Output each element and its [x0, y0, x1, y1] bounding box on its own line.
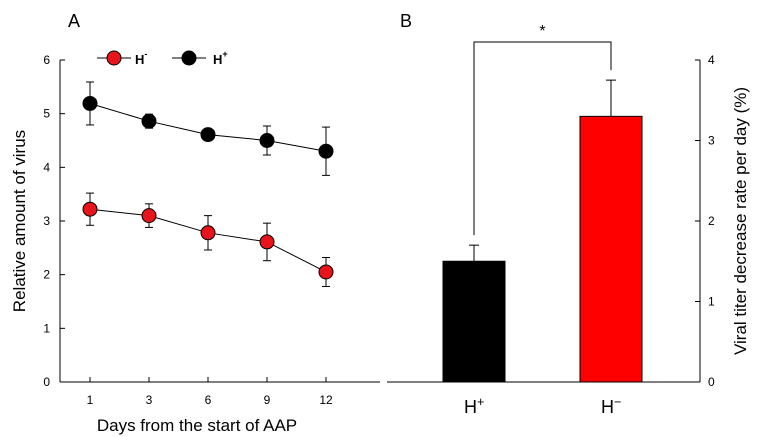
- data-point: [318, 143, 334, 159]
- panel-b-bar-chart: 0 1 2 3 4 H+ H− * Viral titer decrease rate p…: [387, 23, 750, 417]
- panel-a-x-axis-title: Days from the start of AAP: [97, 416, 297, 435]
- y-tick-label: 2: [43, 268, 50, 282]
- data-point: [200, 127, 216, 143]
- x-tick-label: 12: [319, 393, 333, 407]
- category-label: H−: [601, 395, 621, 417]
- y-tick-label: 1: [43, 321, 50, 335]
- y-tick-label: 4: [43, 160, 50, 174]
- data-point: [318, 264, 334, 280]
- panel-b-y-ticks: 0 1 2 3 4: [695, 53, 715, 389]
- panel-b-label: B: [400, 11, 412, 31]
- category-label: H+: [464, 395, 484, 417]
- bracket-line: [473, 41, 612, 236]
- panel-a-y-axis-title: Relative amount of virus: [10, 130, 29, 312]
- data-point: [141, 208, 157, 224]
- y-tick-label: 3: [708, 134, 715, 148]
- panel-a-series: [82, 81, 334, 287]
- data-point: [259, 133, 275, 148]
- series-1: [82, 81, 334, 176]
- bar: [579, 115, 643, 383]
- panel-a-y-ticks: 0 1 2 3 4 5 6: [43, 53, 65, 389]
- y-tick-label: 2: [708, 214, 715, 228]
- panel-b-y-axis-title: Viral titer decrease rate per day (%): [731, 87, 750, 355]
- panel-b-bars: H+ H−: [442, 79, 643, 417]
- bar: [442, 260, 506, 383]
- significance-bracket: *: [473, 23, 612, 236]
- x-tick-label: 9: [264, 393, 271, 407]
- data-point: [82, 201, 98, 217]
- y-tick-label: 5: [43, 107, 50, 121]
- y-tick-label: 0: [43, 375, 50, 389]
- x-tick-label: 3: [146, 393, 153, 407]
- x-tick-label: 6: [205, 393, 212, 407]
- y-tick-label: 4: [708, 53, 715, 67]
- y-tick-label: 1: [708, 295, 715, 309]
- y-tick-label: 3: [43, 214, 50, 228]
- series-0: [82, 192, 334, 287]
- panel-a-label: A: [68, 11, 80, 31]
- legend-label: H+: [213, 49, 228, 67]
- panel-a-legend: H- H+: [97, 49, 228, 67]
- data-point: [259, 234, 275, 250]
- significance-star: *: [539, 23, 545, 40]
- data-point: [141, 113, 157, 129]
- x-tick-label: 1: [87, 393, 94, 407]
- y-tick-label: 0: [708, 375, 715, 389]
- legend-marker: [106, 50, 122, 66]
- legend-marker: [181, 50, 197, 66]
- y-tick-label: 6: [43, 53, 50, 67]
- data-point: [82, 95, 98, 111]
- panel-a-x-ticks: 1 3 6 9 12: [87, 377, 333, 407]
- data-point: [200, 225, 216, 241]
- legend-label: H-: [135, 49, 147, 67]
